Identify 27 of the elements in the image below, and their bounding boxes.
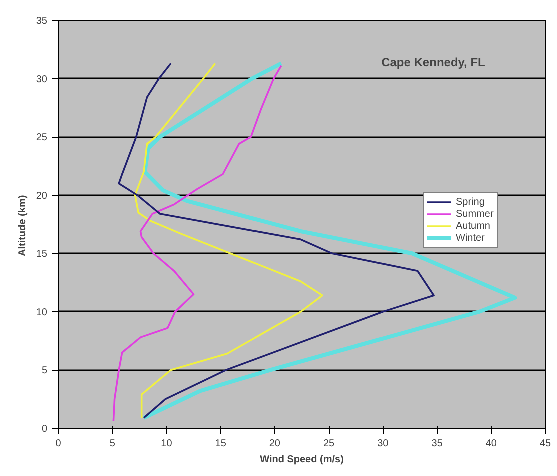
x-tick-label: 0 xyxy=(56,438,62,450)
y-axis-title: Altitude (km) xyxy=(17,195,28,256)
legend-label: Summer xyxy=(456,208,494,220)
y-tick-label: 0 xyxy=(42,424,48,435)
y-tick-label: 10 xyxy=(36,307,48,318)
x-axis-title: Wind Speed (m/s) xyxy=(260,454,344,466)
x-tick-label: 35 xyxy=(432,438,444,450)
legend-label: Winter xyxy=(456,232,485,244)
x-tick-label: 5 xyxy=(110,438,116,450)
line-series xyxy=(134,62,324,419)
legend-label: Autumn xyxy=(456,220,490,232)
x-tick-label: 25 xyxy=(323,438,336,450)
legend-label: Spring xyxy=(456,196,485,208)
y-tick-label: 15 xyxy=(36,249,48,260)
x-tick-label: 20 xyxy=(269,438,281,450)
y-tick-label: 35 xyxy=(36,16,48,27)
x-tick-label: 30 xyxy=(378,438,390,450)
y-tick-label: 25 xyxy=(36,132,48,144)
x-tick-label: 40 xyxy=(486,438,498,450)
x-tick-label: 15 xyxy=(215,438,227,450)
y-tick-label: 20 xyxy=(36,190,48,202)
y-tick-label: 5 xyxy=(42,366,48,377)
x-tick-label: 45 xyxy=(540,438,552,450)
y-tick-label: 30 xyxy=(36,74,48,86)
x-tick-label: 10 xyxy=(161,438,173,450)
text: Cape Kennedy, FL xyxy=(382,55,486,70)
line-series xyxy=(112,65,282,422)
